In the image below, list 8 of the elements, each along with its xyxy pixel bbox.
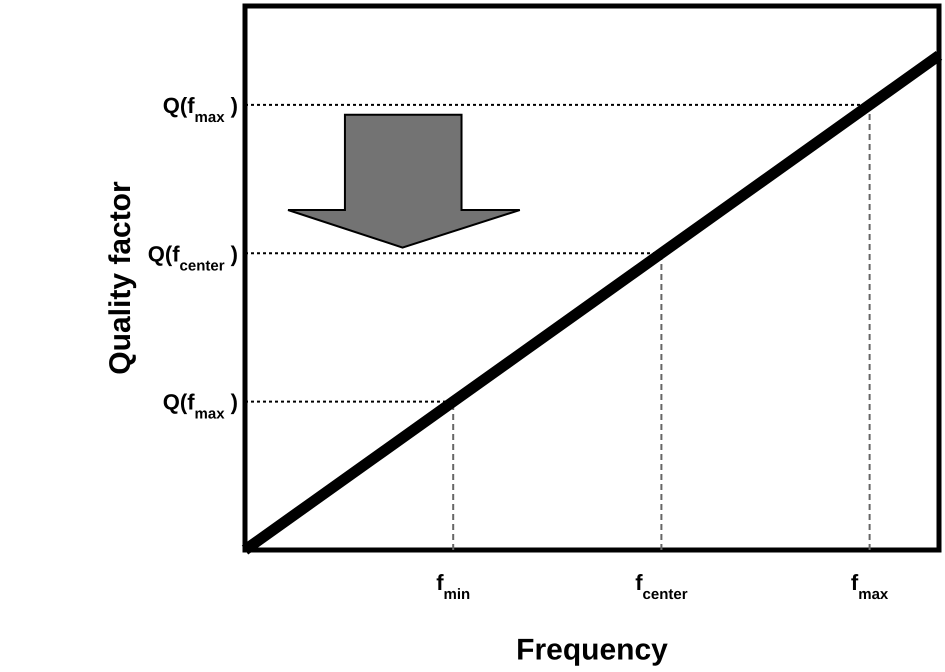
x-tick-label: f$_{min}$	[436, 570, 470, 602]
text: Q(f$_{center}$ )	[148, 241, 238, 274]
text: Q(f$_{max}$ )	[162, 92, 238, 126]
y-axis-title: Quality factor	[104, 180, 137, 375]
x-axis-title: Frequency	[516, 634, 668, 666]
text: Q(f$_{max}$ )	[162, 390, 238, 422]
x-tick-label: f$_{center}$	[635, 570, 688, 602]
x-tick-label: f$_{max}$	[850, 570, 889, 602]
